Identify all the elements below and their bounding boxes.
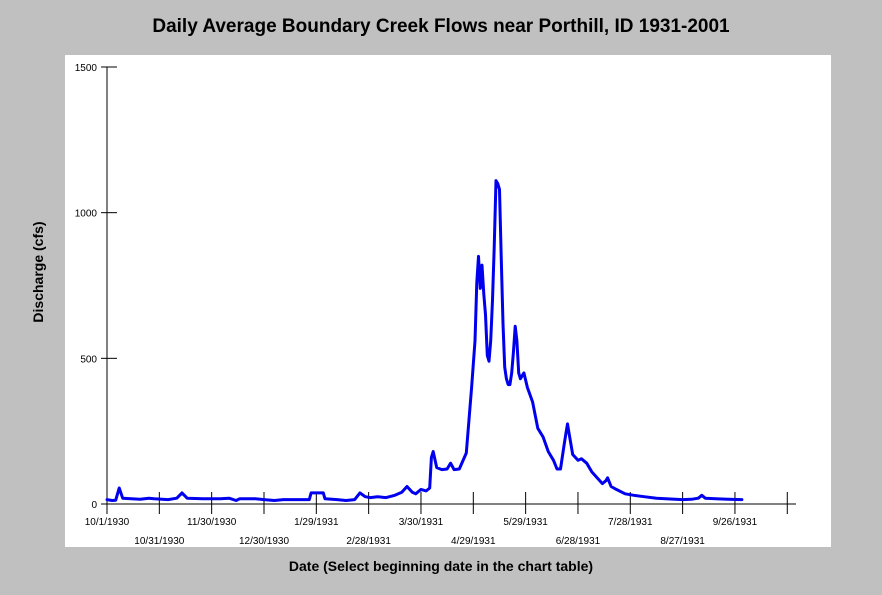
x-tick-label: 7/28/1931 xyxy=(608,517,653,528)
x-tick-label: 10/31/1930 xyxy=(134,536,184,547)
y-tick-label: 500 xyxy=(80,354,97,365)
chart-title: Daily Average Boundary Creek Flows near … xyxy=(152,16,730,37)
x-tick-label: 10/1/1930 xyxy=(85,517,130,528)
series-line-1 xyxy=(105,179,744,502)
x-tick-label: 6/28/1931 xyxy=(556,536,601,547)
y-axis-label: Discharge (cfs) xyxy=(30,221,46,323)
y-tick-label: 0 xyxy=(91,500,97,511)
x-tick-label: 9/26/1931 xyxy=(713,517,758,528)
x-tick-label: 5/29/1931 xyxy=(503,517,548,528)
x-tick-label: 8/27/1931 xyxy=(660,536,705,547)
plot-area xyxy=(65,55,831,547)
series-layer xyxy=(105,179,744,502)
x-tick-label: 1/29/1931 xyxy=(294,517,339,528)
y-tick-label: 1000 xyxy=(75,209,98,220)
axes: 0 500 1000 1500 10/1/1930 11/30/1930 1/29/1931… xyxy=(75,63,796,547)
x-axis-label: Date (Select beginning date in the chart… xyxy=(288,558,594,574)
x-tick-label: 2/28/1931 xyxy=(346,536,391,547)
x-tick-label: 3/30/1931 xyxy=(399,517,444,528)
x-tick-label: 11/30/1930 xyxy=(187,517,237,528)
x-tick-label: 12/30/1930 xyxy=(239,536,289,547)
x-tick-label: 4/29/1931 xyxy=(451,536,496,547)
y-tick-label: 1500 xyxy=(75,63,98,74)
